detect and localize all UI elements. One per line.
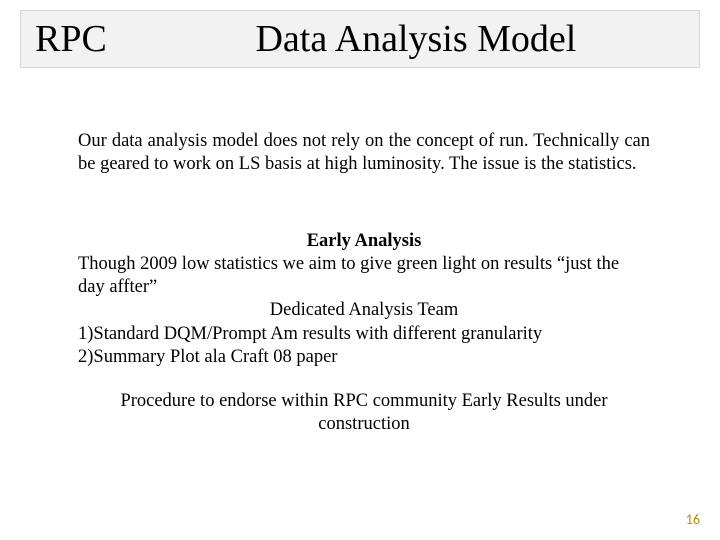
early-analysis-line1: Though 2009 low statistics we aim to giv… xyxy=(78,253,650,299)
title-left: RPC xyxy=(35,17,107,61)
page-number: 16 xyxy=(686,511,700,528)
procedure-paragraph: Procedure to endorse within RPC communit… xyxy=(78,390,650,436)
title-right: Data Analysis Model xyxy=(107,17,685,61)
early-analysis-block: Early Analysis Though 2009 low statistic… xyxy=(78,230,650,369)
early-analysis-heading: Early Analysis xyxy=(78,230,650,253)
intro-paragraph: Our data analysis model does not rely on… xyxy=(78,130,650,176)
team-heading: Dedicated Analysis Team xyxy=(78,299,650,322)
slide: RPC Data Analysis Model Our data analysi… xyxy=(0,0,720,540)
title-bar: RPC Data Analysis Model xyxy=(20,10,700,68)
list-item-1: 1)Standard DQM/Prompt Am results with di… xyxy=(78,323,650,346)
list-item-2: 2)Summary Plot ala Craft 08 paper xyxy=(78,346,650,369)
